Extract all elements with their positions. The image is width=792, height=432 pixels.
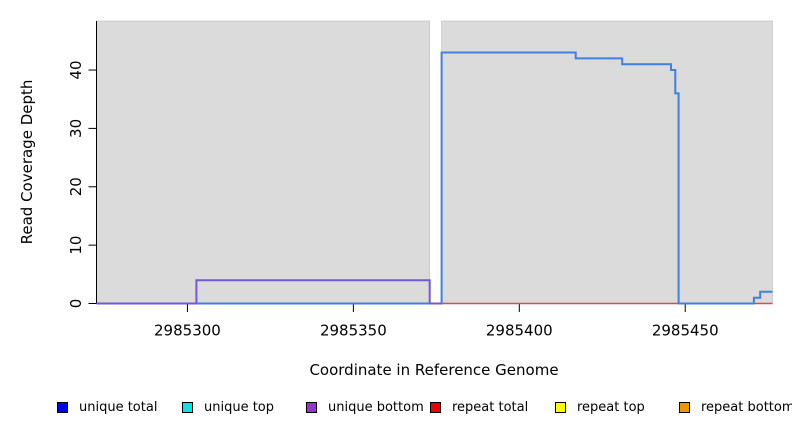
y-tick-label: 0 [67,299,85,309]
repeat-total-swatch-icon [430,401,441,413]
x-tick-label: 2985400 [486,322,553,340]
legend-item-unique-top: unique top [182,399,274,415]
legend-label: repeat top [577,399,645,415]
repeat-top-swatch-icon [555,401,566,413]
x-axis-title: Coordinate in Reference Genome [309,361,559,379]
legend-item-unique-bottom: unique bottom [306,399,424,415]
legend-label: repeat bottom [701,399,792,415]
unique-top-swatch-icon [182,401,193,413]
x-tick-label: 2985450 [652,322,719,340]
legend-label: unique top [204,399,275,415]
x-tick-label: 2985300 [154,322,221,340]
plot-region [96,20,431,304]
legend-item-unique-total: unique total [57,399,157,415]
plot-region [441,20,773,304]
y-tick-label: 30 [67,119,85,138]
legend-label: unique total [79,399,158,415]
x-tick-label: 2985350 [320,322,387,340]
y-tick-label: 10 [67,236,85,255]
unique-bottom-swatch-icon [306,401,317,413]
y-axis-title: Read Coverage Depth [18,79,36,245]
y-tick-label: 40 [67,60,85,79]
legend-label: unique bottom [328,399,424,415]
legend-item-repeat-total: repeat total [430,399,528,415]
series-unique-total [96,51,773,305]
series-unique-bottom [96,279,442,305]
legend-item-repeat-bottom: repeat bottom [679,399,792,415]
repeat-bottom-swatch-icon [679,401,690,413]
legend-item-repeat-top: repeat top [555,399,645,415]
unique-total-swatch-icon [57,401,68,413]
y-tick-label: 20 [67,177,85,196]
legend-label: repeat total [452,399,529,415]
